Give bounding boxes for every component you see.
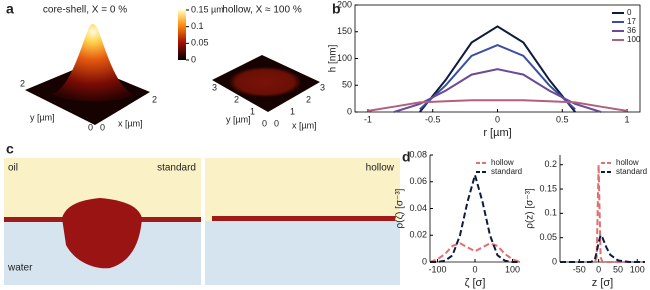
- panel-label: b: [332, 1, 341, 17]
- water-phase: [205, 221, 400, 285]
- legend-label: hollow: [616, 158, 639, 167]
- series-line: [560, 233, 645, 263]
- phase-label: water: [7, 263, 33, 274]
- colorbar-label: 0.1: [191, 21, 204, 31]
- panel-label: d: [402, 149, 411, 165]
- x-tick-label: 0.5: [556, 114, 569, 124]
- x-tick: 3: [320, 82, 325, 92]
- plot-frame: [354, 4, 641, 113]
- panel-label: c: [6, 141, 14, 157]
- x-tick-label: -1: [364, 114, 372, 124]
- x-tick: 0: [100, 122, 105, 132]
- y-label: y [µm]: [30, 112, 55, 122]
- x-tick-label: 0: [495, 114, 500, 124]
- legend-label: hollow: [491, 158, 514, 167]
- x-tick: 1: [290, 106, 295, 116]
- legend-label: standard: [616, 167, 647, 176]
- colorbar-label: 0.15 µm: [191, 4, 224, 14]
- panel-label: a: [6, 1, 14, 17]
- snapshot-title: standard: [157, 163, 196, 174]
- x-tick-label: -50: [573, 264, 586, 274]
- x-axis-label: ζ [σ]: [465, 277, 486, 289]
- y-tick-label: 0.15: [539, 183, 557, 193]
- plot-title: core-shell, X = 0 %: [43, 5, 127, 16]
- legend-label: standard: [491, 167, 522, 176]
- y-tick: 0: [262, 118, 267, 128]
- y-tick-label: 100: [337, 53, 352, 63]
- series-line: [419, 25, 576, 113]
- y-tick-label: 0.05: [539, 232, 557, 242]
- legend-label: 36: [627, 26, 636, 35]
- y-tick: 2: [20, 78, 25, 88]
- legend-label: 17: [627, 17, 636, 26]
- x-tick: 2: [306, 94, 311, 104]
- x-tick: 0: [274, 118, 279, 128]
- x-tick-label: -0.5: [425, 114, 441, 124]
- y-label: y [µm]: [226, 114, 251, 124]
- y-tick-label: 200: [337, 0, 352, 9]
- series-line: [560, 164, 645, 263]
- x-tick-label: 0: [472, 264, 477, 274]
- surface-peak: [52, 24, 134, 102]
- interface-film: [212, 216, 395, 221]
- legend-label: 100: [627, 35, 641, 44]
- series-line: [393, 68, 602, 113]
- y-axis-label: ρ(z) [σ⁻³]: [525, 188, 536, 229]
- y-tick: 1: [250, 106, 255, 116]
- colorbar-label: 0: [191, 54, 196, 64]
- microgel: [62, 198, 142, 269]
- x-tick-label: 50: [613, 264, 623, 274]
- x-tick: 2: [152, 94, 157, 104]
- x-tick-label: 1: [625, 114, 630, 124]
- y-tick-label: 150: [337, 26, 352, 36]
- y-tick: 2: [234, 94, 239, 104]
- y-tick-label: 0: [552, 256, 557, 266]
- x-tick-label: 100: [630, 264, 645, 274]
- legend-label: 0: [627, 8, 632, 17]
- series-line: [367, 99, 628, 112]
- y-axis-label: h [nm]: [328, 44, 339, 72]
- y-tick: 0: [88, 122, 93, 132]
- y-tick-label: 0.1: [544, 208, 557, 218]
- plot-title: hollow, X ≈ 100 %: [222, 5, 302, 16]
- y-axis-label: ρ(ζ) [σ⁻³]: [395, 188, 406, 228]
- series-line: [419, 44, 576, 111]
- phase-label: oil: [8, 163, 18, 174]
- y-tick-label: 0: [422, 256, 427, 266]
- colorbar: [178, 10, 186, 60]
- snapshot-title: hollow: [366, 163, 395, 174]
- y-tick-label: 0.06: [409, 176, 427, 186]
- x-axis-label: z [σ]: [592, 277, 613, 289]
- y-tick-label: 0.2: [544, 159, 557, 169]
- x-axis-label: r [µm]: [483, 127, 511, 139]
- y-tick-label: 0.08: [409, 149, 427, 159]
- x-tick-label: 0: [596, 264, 601, 274]
- x-label: x [µm]: [292, 120, 317, 130]
- surface-film: [229, 67, 301, 97]
- series-line: [430, 171, 520, 263]
- x-tick-label: -100: [428, 264, 446, 274]
- y-tick-label: 0.04: [409, 203, 427, 213]
- y-tick: 3: [212, 82, 217, 92]
- y-tick-label: 0: [347, 106, 352, 116]
- x-label: x [µm]: [118, 118, 143, 128]
- y-tick-label: 50: [342, 80, 352, 90]
- x-tick-label: 100: [505, 264, 520, 274]
- y-tick-label: 0.02: [409, 230, 427, 240]
- oil-phase: [205, 158, 400, 221]
- colorbar-label: 0.05: [191, 38, 209, 48]
